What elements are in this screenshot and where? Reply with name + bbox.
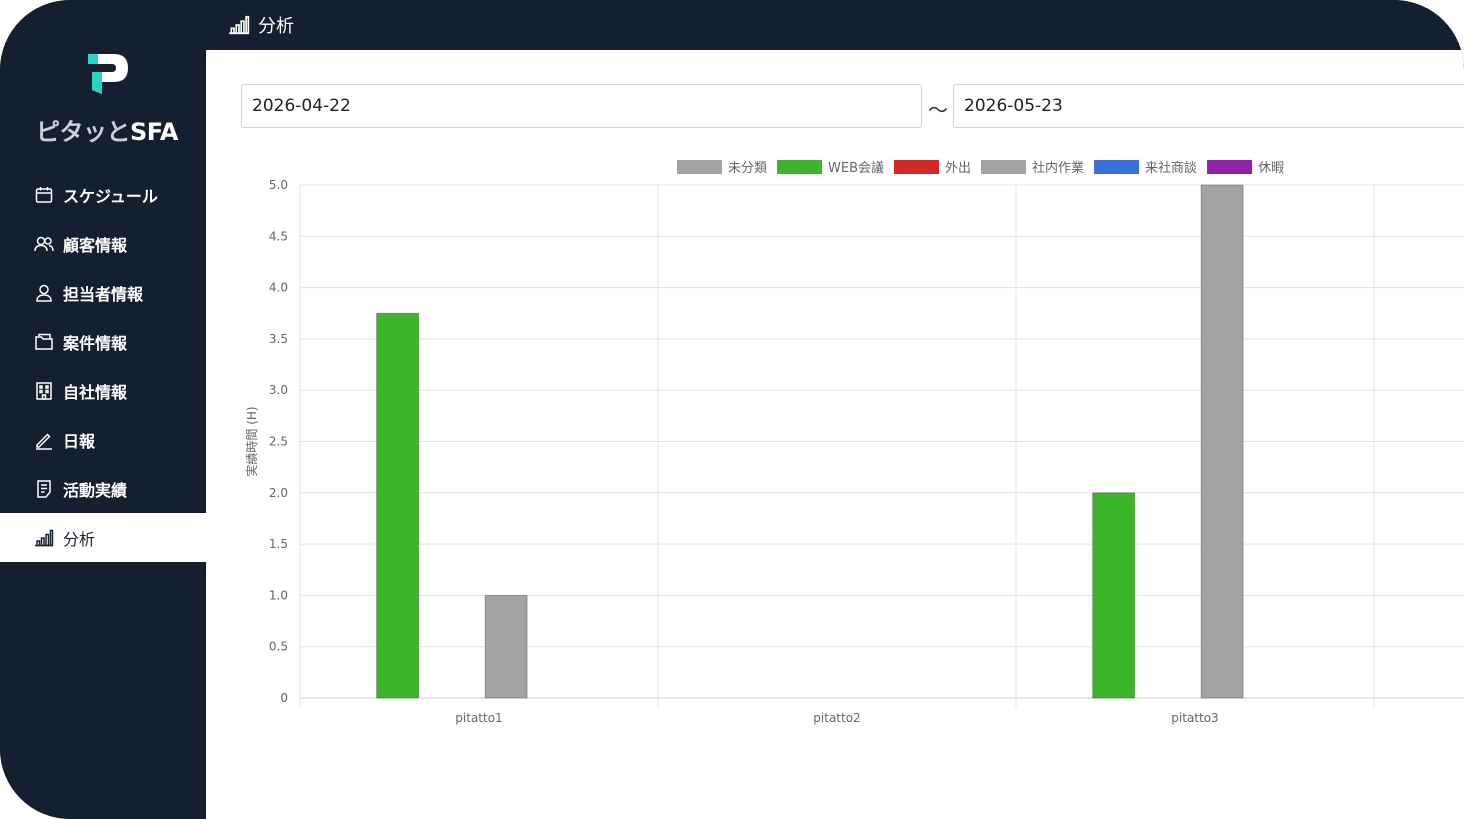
sidebar-item-schedule[interactable]: スケジュール bbox=[0, 170, 206, 219]
sidebar-item-daily-report[interactable]: 日報 bbox=[0, 415, 206, 464]
bar-chart-icon bbox=[34, 528, 54, 548]
legend-swatch bbox=[1207, 160, 1253, 174]
bar-pitatto1-3 bbox=[484, 594, 528, 699]
date-range-separator: ～ bbox=[928, 98, 948, 122]
building-icon bbox=[34, 381, 54, 401]
sidebar-item-label: 日報 bbox=[63, 431, 96, 451]
sidebar-item-label: 顧客情報 bbox=[63, 235, 128, 255]
y-tick-label: 2.5 bbox=[269, 435, 288, 449]
sidebar-item-label: 自社情報 bbox=[63, 382, 128, 402]
y-tick-label: 0 bbox=[280, 691, 288, 705]
x-tick-label: pitatto1 bbox=[455, 711, 502, 725]
sidebar-nav: スケジュール 顧客情報 担当者情報 案件情報 自社情報 日報 bbox=[0, 170, 206, 562]
sidebar-item-company-info[interactable]: 自社情報 bbox=[0, 366, 206, 415]
page-header: 分析 bbox=[206, 0, 1464, 50]
legend-swatch bbox=[981, 160, 1027, 174]
app-logo[interactable]: ピタッとSFA bbox=[36, 50, 179, 146]
y-tick-label: 3.5 bbox=[269, 332, 288, 346]
folder-icon bbox=[34, 332, 54, 352]
page-title: 分析 bbox=[258, 16, 294, 37]
y-axis-label: 実績時間 (H) bbox=[244, 406, 259, 476]
logo-text: ピタッとSFA bbox=[36, 118, 179, 146]
y-tick-label: 0.5 bbox=[269, 640, 288, 654]
calendar-icon bbox=[34, 185, 54, 205]
date-from-input[interactable] bbox=[241, 84, 922, 128]
bar-chart-icon bbox=[228, 14, 250, 36]
y-tick-label: 5.0 bbox=[269, 178, 288, 192]
legend-label: 休暇 bbox=[1258, 161, 1284, 176]
x-tick-label: pitatto3 bbox=[1171, 711, 1218, 725]
sidebar-item-label: 担当者情報 bbox=[63, 284, 144, 304]
users-icon bbox=[34, 234, 54, 254]
sidebar-item-customer-info[interactable]: 顧客情報 bbox=[0, 219, 206, 268]
y-tick-label: 3.0 bbox=[269, 383, 288, 397]
user-icon bbox=[34, 283, 54, 303]
activity-bar-chart: 5.0 4.5 4.0 3.5 3.0 2.5 2.0 1.5 1.0 0.5 0 pitatto1 p… bbox=[244, 160, 1464, 725]
document-icon bbox=[34, 479, 54, 499]
sidebar-item-label: 活動実績 bbox=[63, 480, 128, 500]
sidebar-item-label: スケジュール bbox=[63, 186, 158, 206]
sidebar-item-label: 案件情報 bbox=[63, 333, 128, 353]
sidebar-item-contact-info[interactable]: 担当者情報 bbox=[0, 268, 206, 317]
main-content: ～ 5.0 4.5 4.0 3.5 3.0 2.5 2.0 1.5 1.0 0.5 0 pitatto… bbox=[206, 50, 1464, 819]
x-tick-label: pitatto2 bbox=[813, 711, 860, 725]
bar-pitatto3-3 bbox=[1200, 184, 1244, 699]
sidebar-item-deal-info[interactable]: 案件情報 bbox=[0, 317, 206, 366]
legend-label: 外出 bbox=[945, 161, 971, 176]
y-tick-label: 4.5 bbox=[269, 229, 288, 243]
legend-swatch bbox=[677, 160, 722, 174]
legend-swatch bbox=[777, 160, 823, 174]
legend-label: 来社商談 bbox=[1145, 160, 1197, 176]
bar-pitatto3-1 bbox=[1092, 492, 1136, 699]
bar-pitatto1-1 bbox=[376, 312, 420, 699]
y-tick-label: 1.5 bbox=[269, 537, 288, 551]
legend-label: 社内作業 bbox=[1032, 160, 1084, 176]
sidebar-item-activity-results[interactable]: 活動実績 bbox=[0, 464, 206, 513]
y-tick-label: 1.0 bbox=[269, 588, 288, 602]
legend-label: 未分類 bbox=[728, 161, 767, 176]
legend-swatch bbox=[894, 160, 940, 174]
legend-swatch bbox=[1094, 160, 1140, 174]
sidebar-item-label: 分析 bbox=[63, 529, 96, 549]
sidebar: ピタッとSFA スケジュール 顧客情報 担当者情報 案件情報 自社情報 bbox=[0, 0, 206, 819]
logo-mark-icon bbox=[88, 54, 128, 94]
pen-icon bbox=[34, 430, 54, 450]
legend-label: WEB会議 bbox=[828, 161, 884, 176]
sidebar-item-analysis[interactable]: 分析 bbox=[0, 513, 206, 562]
y-tick-label: 2.0 bbox=[269, 486, 288, 500]
y-tick-label: 4.0 bbox=[269, 281, 288, 295]
date-to-input[interactable] bbox=[953, 84, 1464, 128]
